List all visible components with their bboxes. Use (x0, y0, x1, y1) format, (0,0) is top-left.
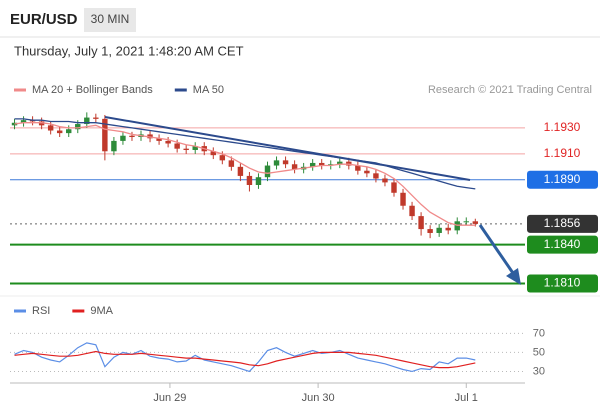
candle-body (38, 121, 45, 126)
candle-body (355, 165, 361, 171)
candle-body (319, 162, 325, 166)
candle-body (436, 227, 442, 233)
candle-body (337, 161, 343, 165)
source: Research © 2021 Trading Central (428, 84, 592, 96)
datetime: Thursday, July 1, 2021 1:48:20 AM CET (14, 43, 244, 58)
candle-body (111, 140, 117, 152)
arrow-head (506, 268, 521, 285)
candle-body (66, 129, 72, 134)
candle-body (364, 170, 370, 174)
level-label: 1.1856 (544, 216, 581, 230)
level-box (527, 274, 598, 293)
y-tick-label: 50 (533, 346, 545, 358)
level-box (527, 235, 598, 254)
ma-line (14, 118, 476, 190)
arrow-shaft (478, 224, 517, 277)
candle-body (255, 177, 262, 185)
symbol: EUR/USD (10, 11, 78, 28)
legend-label: RSI (32, 305, 50, 317)
y-tick-label: 30 (533, 365, 545, 377)
candle-body (400, 192, 406, 206)
candle-body (291, 164, 298, 170)
level-box (527, 170, 598, 189)
candle-body (120, 135, 126, 141)
candle-body (183, 148, 189, 150)
interval-badge (84, 8, 136, 32)
x-tick-label: Jun 29 (153, 392, 186, 404)
candle-body (246, 175, 253, 185)
level-label: 1.1910 (544, 146, 581, 160)
candle-body (237, 166, 244, 176)
candle-body (219, 155, 226, 161)
level-label: 1.1840 (544, 237, 581, 251)
level-label: 1.1810 (544, 276, 581, 290)
candle-body (156, 138, 162, 141)
rsi-line (14, 350, 476, 369)
candle-body (56, 130, 63, 134)
ma-line (14, 122, 476, 226)
candle-body (47, 125, 54, 131)
candle-body (210, 151, 216, 156)
interval: 30 MIN (91, 12, 130, 26)
level-label: 1.1930 (544, 120, 581, 134)
candle-body (472, 221, 479, 224)
candle-body (427, 229, 433, 233)
trendline (104, 116, 471, 181)
candle-body (445, 227, 451, 231)
level-label: 1.1890 (544, 172, 581, 186)
candle-body (228, 160, 235, 167)
candle-body (463, 221, 469, 223)
legend-label: MA 20 + Bollinger Bands (32, 84, 153, 96)
candle-body (391, 182, 397, 193)
legend-label: 9MA (90, 305, 113, 317)
level-box (527, 214, 598, 233)
candle-body (20, 120, 27, 123)
candle-body (382, 178, 388, 183)
candle-body (264, 165, 271, 178)
candle-body (75, 124, 81, 130)
candle-body (418, 216, 424, 230)
y-tick-label: 70 (533, 327, 545, 339)
candle-body (192, 146, 198, 150)
candle-body (129, 135, 135, 138)
rsi-line (14, 342, 476, 373)
price-panel: MA 20 + Bollinger Bands MA 50 1.1930 1.1910… (10, 84, 598, 293)
candle-body (84, 117, 90, 125)
candle-body (409, 205, 415, 217)
candle-body (102, 118, 108, 152)
legend-label: MA 50 (193, 84, 224, 96)
candle-body (165, 140, 171, 144)
candle-body (309, 162, 316, 167)
candle-body (93, 117, 99, 119)
candle-body (373, 173, 379, 179)
rsi-panel: RSI 9MA 70 50 30 Jun 29 Jun 30 Jul 1 (10, 305, 545, 404)
candle-body (273, 160, 280, 166)
x-tick-label: Jul 1 (455, 392, 478, 404)
candle-body (174, 143, 180, 149)
x-tick-label: Jun 30 (302, 392, 335, 404)
candle-body (282, 160, 289, 165)
